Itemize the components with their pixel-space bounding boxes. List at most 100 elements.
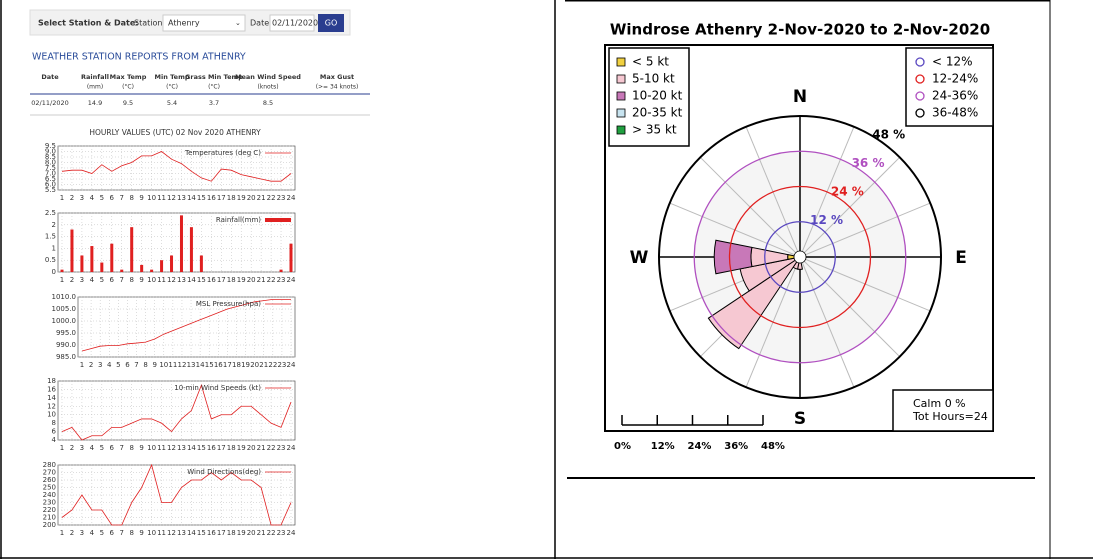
ring — [728, 185, 872, 329]
x-tick-label: 24 — [287, 444, 296, 452]
legend-label: Temperatures (deg C) — [184, 149, 261, 157]
y-tick-label: 1 — [52, 244, 56, 252]
select-arrow: ⌄ — [235, 19, 241, 27]
x-tick-label: 12 — [167, 529, 176, 537]
x-tick-label: 16 — [207, 194, 216, 202]
ring — [658, 115, 942, 399]
direction-label: W — [630, 248, 649, 268]
y-tick-label: 12 — [47, 402, 56, 410]
x-tick-label: 1 — [60, 529, 64, 537]
bar — [130, 227, 134, 272]
x-tick-label: 16 — [207, 276, 216, 284]
plot-frame — [57, 212, 296, 273]
x-tick-label: 4 — [90, 444, 95, 452]
column-unit: (°C) — [166, 84, 178, 91]
x-tick-label: 5 — [100, 529, 104, 537]
date-select[interactable] — [269, 14, 315, 32]
y-tick-label: 4 — [52, 436, 57, 444]
x-tick-label: 22 — [267, 529, 276, 537]
x-tick-label: 10 — [147, 194, 156, 202]
direction-label: E — [955, 248, 967, 268]
station-value: Athenry — [168, 19, 200, 28]
ring-label: 48 % — [872, 127, 905, 141]
bar — [150, 269, 154, 272]
x-tick-label: 15 — [205, 361, 214, 369]
x-tick-label: 23 — [277, 361, 286, 369]
x-tick-label: 9 — [139, 444, 143, 452]
legend-label: 12-24% — [932, 72, 978, 86]
x-tick-label: 24 — [287, 194, 296, 202]
station-label: Station — [134, 19, 162, 28]
y-tick-label: 6.5 — [45, 175, 56, 183]
x-tick-label: 9 — [139, 276, 143, 284]
x-tick-label: 22 — [267, 276, 276, 284]
table-cell: 8.5 — [263, 99, 273, 107]
x-tick-label: 19 — [237, 444, 246, 452]
x-tick-label: 10 — [147, 276, 156, 284]
legend-label: 10-20 kt — [632, 89, 683, 103]
x-tick-label: 2 — [70, 444, 74, 452]
x-tick-label: 7 — [120, 529, 124, 537]
x-tick-label: 2 — [70, 529, 74, 537]
bar — [70, 229, 74, 272]
x-tick-label: 7 — [120, 194, 124, 202]
legend-swatch — [265, 218, 291, 222]
y-tick-label: 10 — [47, 411, 56, 419]
windrose-title: Windrose Athenry 2-Nov-2020 to 2-Nov-202… — [610, 21, 990, 39]
bar — [179, 215, 183, 272]
x-tick-label: 7 — [134, 361, 138, 369]
y-tick-label: 8 — [52, 419, 56, 427]
station-select[interactable] — [162, 14, 246, 32]
column-header: Date — [41, 73, 59, 81]
hourly-title: HOURLY VALUES (UTC) 02 Nov 2020 ATHENRY — [89, 128, 261, 137]
date-value: 02/11/2020 — [272, 19, 318, 28]
legend-ring — [915, 91, 925, 101]
bar — [189, 227, 193, 272]
x-tick-label: 14 — [196, 361, 205, 369]
y-tick-label: 210 — [43, 514, 56, 522]
go-button[interactable] — [318, 14, 344, 32]
y-tick-label: 995.0 — [56, 329, 76, 337]
x-tick-label: 13 — [177, 194, 186, 202]
x-tick-label: 20 — [247, 529, 256, 537]
x-tick-label: 17 — [217, 529, 226, 537]
series-line — [81, 298, 291, 352]
x-tick-label: 5 — [100, 276, 104, 284]
plot-frame — [57, 380, 296, 441]
x-tick-label: 16 — [214, 361, 223, 369]
x-tick-label: 6 — [110, 444, 115, 452]
x-tick-label: 10 — [147, 529, 156, 537]
legend-label: Rainfall(mm) — [216, 216, 261, 224]
x-tick-label: 21 — [259, 361, 268, 369]
x-tick-label: 14 — [187, 529, 196, 537]
y-tick-label: 1010.0 — [52, 293, 77, 301]
table-cell: 5.4 — [167, 99, 177, 107]
x-tick-label: 15 — [197, 276, 206, 284]
legend-label: Wind Directions(deg) — [187, 468, 261, 476]
bar — [90, 246, 94, 272]
y-tick-label: 2.5 — [45, 209, 56, 217]
x-tick-label: 3 — [98, 361, 102, 369]
y-tick-label: 8.5 — [45, 153, 56, 161]
direction-label: N — [793, 87, 807, 107]
column-header: Rainfall — [81, 73, 109, 81]
legend-ring — [915, 108, 925, 118]
x-tick-label: 22 — [268, 361, 277, 369]
ring-label: 24 % — [831, 184, 864, 198]
x-tick-label: 15 — [197, 194, 206, 202]
x-tick-label: 23 — [277, 194, 286, 202]
form-label: Select Station & Date: — [38, 19, 138, 28]
date-label: Date — [250, 19, 269, 28]
column-header: Max Temp — [110, 73, 147, 81]
scale-label: 36% — [724, 441, 748, 452]
x-tick-label: 14 — [187, 194, 196, 202]
x-tick-label: 14 — [187, 276, 196, 284]
x-tick-label: 18 — [227, 276, 236, 284]
bar — [170, 255, 174, 272]
x-tick-label: 20 — [250, 361, 259, 369]
table-cell: 9.5 — [123, 99, 133, 107]
x-tick-label: 22 — [267, 444, 276, 452]
bar — [279, 269, 283, 272]
scale-label: 12% — [651, 441, 675, 452]
bar — [160, 260, 164, 272]
